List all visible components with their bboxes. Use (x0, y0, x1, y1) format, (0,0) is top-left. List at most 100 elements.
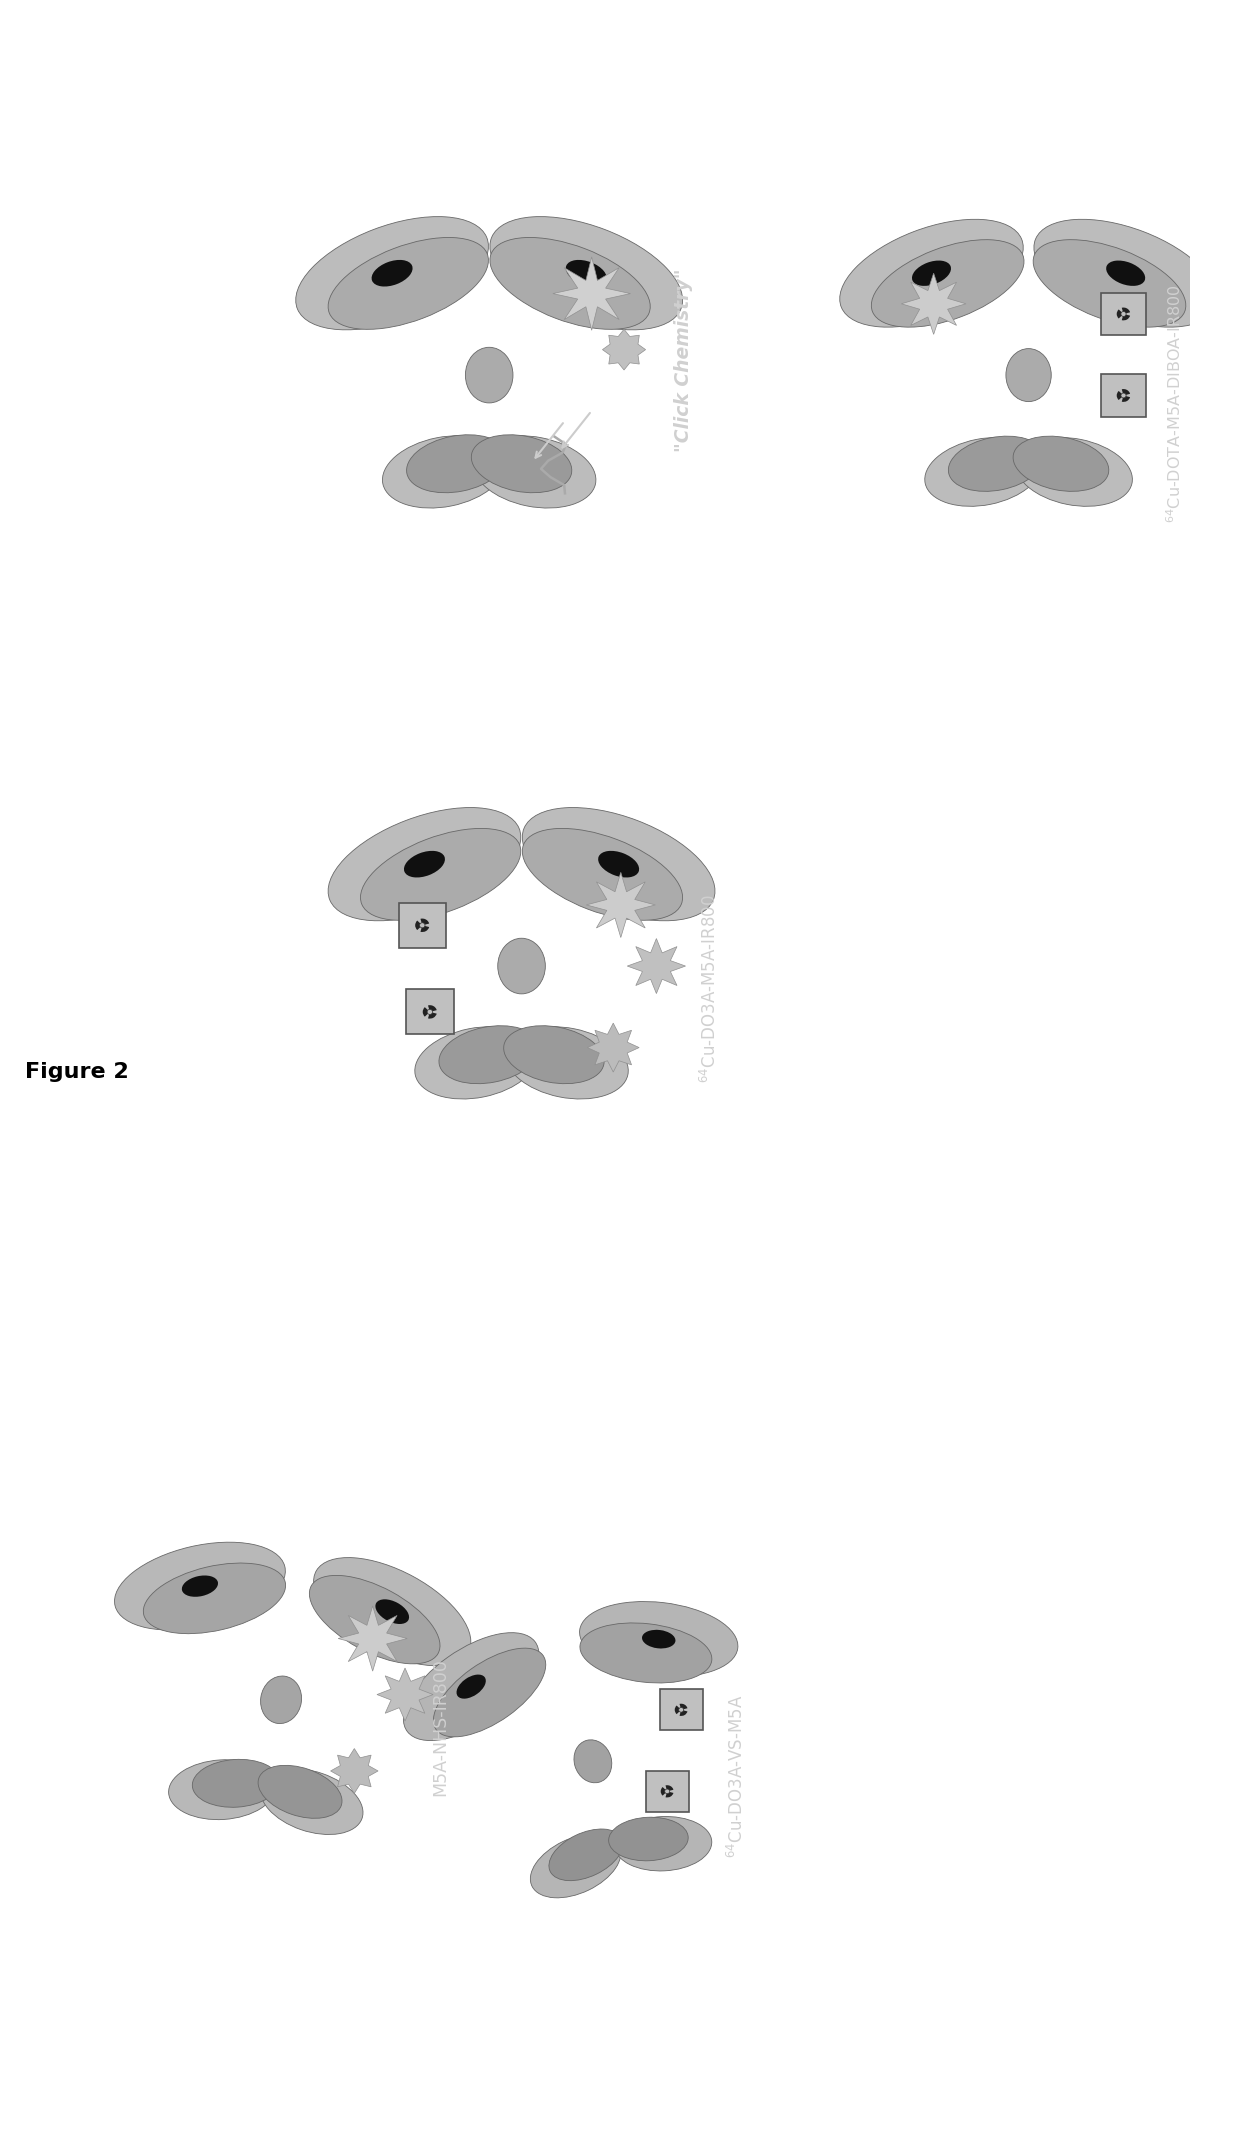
Ellipse shape (615, 1817, 712, 1870)
Polygon shape (627, 940, 686, 993)
Ellipse shape (260, 1675, 301, 1725)
Text: $^{64}$Cu-DOTA-M5A-DIBOA-IR800: $^{64}$Cu-DOTA-M5A-DIBOA-IR800 (1164, 285, 1183, 523)
Bar (646, 1772, 688, 1813)
Wedge shape (661, 1787, 667, 1795)
Ellipse shape (329, 238, 489, 330)
Ellipse shape (474, 435, 596, 508)
Ellipse shape (1016, 438, 1132, 506)
Ellipse shape (839, 219, 1023, 328)
Circle shape (427, 1010, 433, 1015)
Ellipse shape (1013, 435, 1109, 491)
Wedge shape (675, 1705, 681, 1714)
Ellipse shape (580, 1624, 712, 1684)
Ellipse shape (114, 1542, 285, 1630)
Circle shape (678, 1707, 683, 1712)
Ellipse shape (260, 1770, 363, 1834)
Ellipse shape (361, 828, 521, 920)
Ellipse shape (522, 807, 715, 920)
Ellipse shape (1034, 219, 1218, 328)
Polygon shape (331, 1748, 378, 1793)
Text: $^{64}$Cu-DO3A-VS-M5A: $^{64}$Cu-DO3A-VS-M5A (727, 1695, 748, 1858)
Ellipse shape (506, 1027, 629, 1098)
Ellipse shape (192, 1759, 279, 1808)
Wedge shape (428, 1012, 436, 1019)
Bar (407, 989, 454, 1034)
Wedge shape (1122, 388, 1130, 395)
Wedge shape (415, 920, 423, 931)
Circle shape (1121, 393, 1126, 399)
Ellipse shape (258, 1765, 342, 1819)
Polygon shape (339, 1607, 407, 1671)
Ellipse shape (565, 260, 606, 287)
Ellipse shape (182, 1574, 218, 1596)
Ellipse shape (609, 1817, 688, 1862)
Polygon shape (587, 873, 655, 937)
Ellipse shape (1006, 350, 1052, 401)
Polygon shape (588, 1023, 639, 1072)
Ellipse shape (872, 240, 1024, 328)
Wedge shape (680, 1703, 687, 1710)
Ellipse shape (1033, 240, 1185, 328)
Circle shape (419, 922, 425, 929)
Wedge shape (1117, 309, 1123, 317)
Polygon shape (553, 257, 630, 330)
Ellipse shape (144, 1564, 285, 1634)
Polygon shape (377, 1669, 433, 1720)
Text: "Click Chemistry": "Click Chemistry" (673, 268, 693, 453)
Wedge shape (1122, 307, 1130, 313)
Text: M5A-NHS-IR800: M5A-NHS-IR800 (432, 1658, 450, 1798)
Ellipse shape (549, 1830, 622, 1881)
Wedge shape (666, 1791, 673, 1798)
Ellipse shape (439, 1025, 539, 1083)
Wedge shape (1117, 390, 1123, 399)
Ellipse shape (169, 1759, 275, 1819)
Ellipse shape (598, 852, 639, 877)
Ellipse shape (490, 217, 683, 330)
Bar (1101, 373, 1146, 416)
Ellipse shape (404, 852, 445, 877)
Circle shape (1121, 311, 1126, 317)
Ellipse shape (310, 1574, 440, 1665)
Wedge shape (423, 1008, 430, 1017)
Ellipse shape (574, 1740, 611, 1782)
Ellipse shape (579, 1602, 738, 1677)
Wedge shape (666, 1785, 673, 1791)
Polygon shape (603, 328, 646, 369)
Wedge shape (1122, 395, 1130, 401)
Ellipse shape (503, 1025, 604, 1083)
Ellipse shape (1106, 260, 1146, 285)
Wedge shape (1122, 313, 1130, 320)
Wedge shape (428, 1006, 436, 1012)
Bar (1101, 292, 1146, 335)
Ellipse shape (403, 1632, 539, 1740)
Ellipse shape (376, 1600, 409, 1624)
Ellipse shape (471, 435, 572, 493)
Ellipse shape (531, 1834, 621, 1898)
Ellipse shape (497, 937, 546, 993)
Ellipse shape (434, 1647, 546, 1737)
Ellipse shape (490, 238, 650, 330)
Ellipse shape (911, 260, 951, 285)
Text: $^{64}$Cu-DO3A-M5A-IR800: $^{64}$Cu-DO3A-M5A-IR800 (701, 894, 720, 1083)
Ellipse shape (925, 438, 1042, 506)
Wedge shape (680, 1710, 687, 1716)
Ellipse shape (415, 1027, 538, 1098)
Ellipse shape (949, 435, 1044, 491)
Ellipse shape (382, 435, 505, 508)
Text: Figure 2: Figure 2 (25, 1062, 129, 1083)
Ellipse shape (314, 1557, 471, 1667)
Ellipse shape (407, 435, 507, 493)
Ellipse shape (522, 828, 682, 920)
Bar (660, 1690, 703, 1731)
Polygon shape (901, 272, 966, 335)
Ellipse shape (295, 217, 489, 330)
Ellipse shape (329, 807, 521, 920)
Wedge shape (420, 924, 429, 933)
Ellipse shape (456, 1675, 486, 1699)
Circle shape (665, 1789, 670, 1793)
Bar (398, 903, 446, 948)
Ellipse shape (372, 260, 413, 287)
Ellipse shape (642, 1630, 676, 1650)
Wedge shape (420, 918, 429, 924)
Ellipse shape (465, 347, 513, 403)
